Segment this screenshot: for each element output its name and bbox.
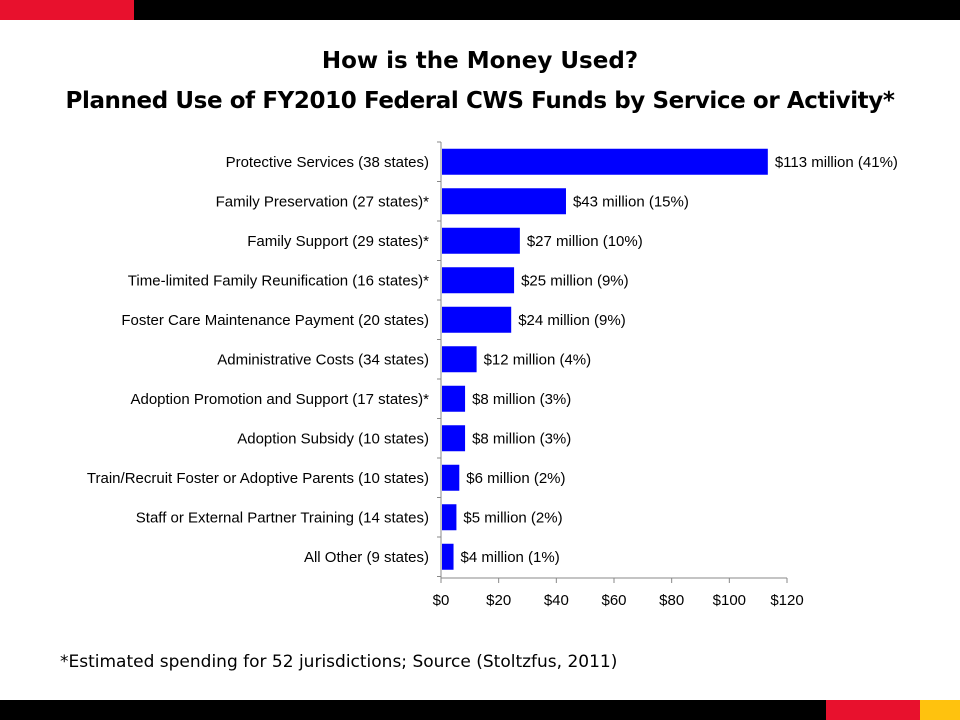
data-label: $24 million (9%)	[518, 312, 626, 329]
slide-title: How is the Money Used?	[321, 48, 639, 74]
category-label: Protective Services (38 states)	[226, 154, 429, 171]
bottom-decorative-band	[0, 700, 960, 720]
category-label: Family Support (29 states)*	[247, 233, 429, 250]
bar	[442, 464, 460, 491]
bar	[442, 425, 466, 452]
bottom-band-yellow-segment	[920, 700, 960, 720]
bottom-band-black-segment	[0, 700, 826, 720]
data-label: $4 million (1%)	[461, 549, 560, 566]
x-tick-label: $100	[713, 592, 746, 609]
data-label: $8 million (3%)	[472, 391, 571, 408]
data-label: $5 million (2%)	[463, 509, 562, 526]
category-label: All Other (9 states)	[304, 549, 429, 566]
x-tick-label: $120	[770, 592, 803, 609]
category-labels-group: Protective Services (38 states) Family Pr…	[87, 154, 429, 566]
data-label: $27 million (10%)	[527, 233, 643, 250]
bar	[442, 385, 466, 412]
bar	[442, 148, 768, 175]
category-label: Adoption Subsidy (10 states)	[237, 430, 429, 447]
bars-group	[442, 148, 768, 570]
data-labels-group: $113 million (41%) $43 million (15%) $27 m…	[461, 154, 898, 566]
category-label: Foster Care Maintenance Payment (20 stat…	[121, 312, 429, 329]
category-label: Time-limited Family Reunification (16 st…	[128, 272, 429, 289]
data-label: $113 million (41%)	[775, 154, 898, 171]
category-label: Family Preservation (27 states)*	[216, 193, 430, 210]
category-label: Adoption Promotion and Support (17 state…	[130, 391, 429, 408]
category-label: Staff or External Partner Training (14 s…	[136, 509, 429, 526]
bar	[442, 346, 477, 373]
data-label: $25 million (9%)	[521, 272, 629, 289]
data-label: $8 million (3%)	[472, 430, 571, 447]
data-label: $43 million (15%)	[573, 193, 689, 210]
bar	[442, 306, 512, 333]
x-axis: $0 $20 $40 $60 $80 $100 $120	[433, 141, 804, 609]
category-label: Train/Recruit Foster or Adoptive Parents…	[87, 470, 429, 487]
data-label: $12 million (4%)	[484, 351, 592, 368]
top-band-red-segment	[0, 0, 134, 20]
category-label: Administrative Costs (34 states)	[217, 351, 429, 368]
top-band-black-segment	[134, 0, 960, 20]
top-decorative-band	[0, 0, 960, 20]
x-tick-label: $60	[601, 592, 626, 609]
data-label: $6 million (2%)	[466, 470, 565, 487]
slide-subtitle: Planned Use of FY2010 Federal CWS Funds …	[65, 88, 895, 114]
x-tick-label: $40	[544, 592, 569, 609]
bar	[442, 188, 566, 215]
x-tick-label: $80	[659, 592, 684, 609]
bar	[442, 504, 457, 531]
footnote: *Estimated spending for 52 jurisdictions…	[60, 652, 618, 672]
x-tick-label: $20	[486, 592, 511, 609]
bar	[442, 267, 515, 294]
x-tick-label: $0	[433, 592, 450, 609]
bar	[442, 227, 520, 254]
bar	[442, 543, 454, 570]
